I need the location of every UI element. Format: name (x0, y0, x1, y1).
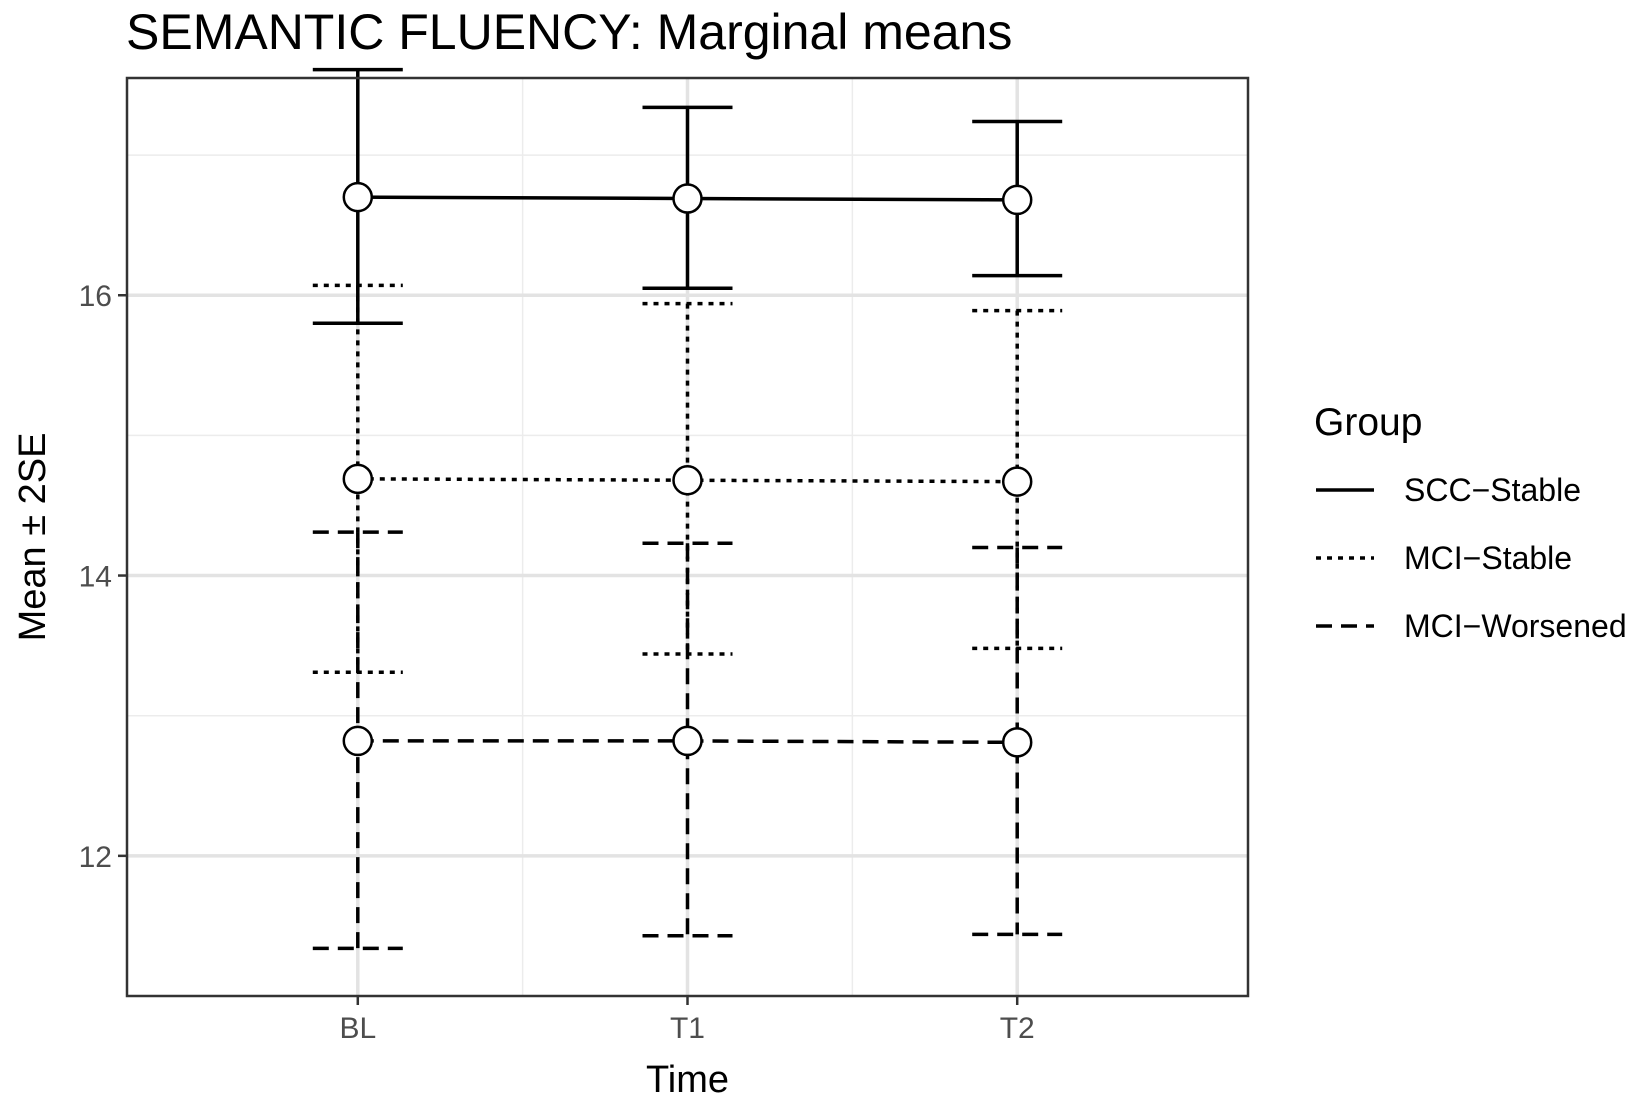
legend-key-dashed (1316, 624, 1374, 628)
x-tick-label: T1 (670, 1012, 705, 1045)
data-point (672, 183, 703, 214)
data-point (342, 725, 374, 757)
data-point (672, 464, 703, 496)
x-tick-label: T2 (1000, 1012, 1035, 1045)
legend-item-mci-worsened: MCI−Worsened (1312, 604, 1642, 672)
series-line (357, 195, 688, 201)
x-axis-title: Time (646, 1059, 729, 1096)
data-point (672, 725, 703, 757)
data-point (1001, 727, 1033, 758)
axis-layer: 12 14 16 BL T1 T2 (79, 280, 1035, 1045)
series-line (687, 196, 1018, 202)
legend-key-solid (1316, 488, 1374, 492)
series-layer (312, 67, 1063, 951)
legend-item-mci-stable: MCI−Stable (1312, 536, 1642, 604)
legend-key-dotted (1316, 556, 1374, 560)
y-tick-label: 16 (79, 280, 112, 313)
legend-item-scc-stable: SCC−Stable (1312, 468, 1642, 536)
data-point (1001, 184, 1033, 216)
y-axis-title: Mean ± 2SE (12, 433, 54, 642)
chart-title: SEMANTIC FLUENCY: Marginal means (126, 4, 1013, 60)
y-tick-label: 14 (79, 561, 112, 594)
legend: Group SCC−Stable MCI−Stable MCI−Worsened (1312, 400, 1642, 672)
legend-title: Group (1314, 401, 1423, 444)
legend-label: MCI−Stable (1404, 540, 1573, 576)
x-tick-label: BL (339, 1012, 376, 1045)
series-line (687, 739, 1018, 745)
y-tick-label: 12 (79, 841, 112, 874)
data-point (342, 181, 374, 213)
data-point (342, 463, 374, 495)
legend-label: SCC−Stable (1404, 472, 1581, 508)
data-point (1001, 466, 1033, 497)
legend-label: MCI−Worsened (1404, 608, 1627, 644)
